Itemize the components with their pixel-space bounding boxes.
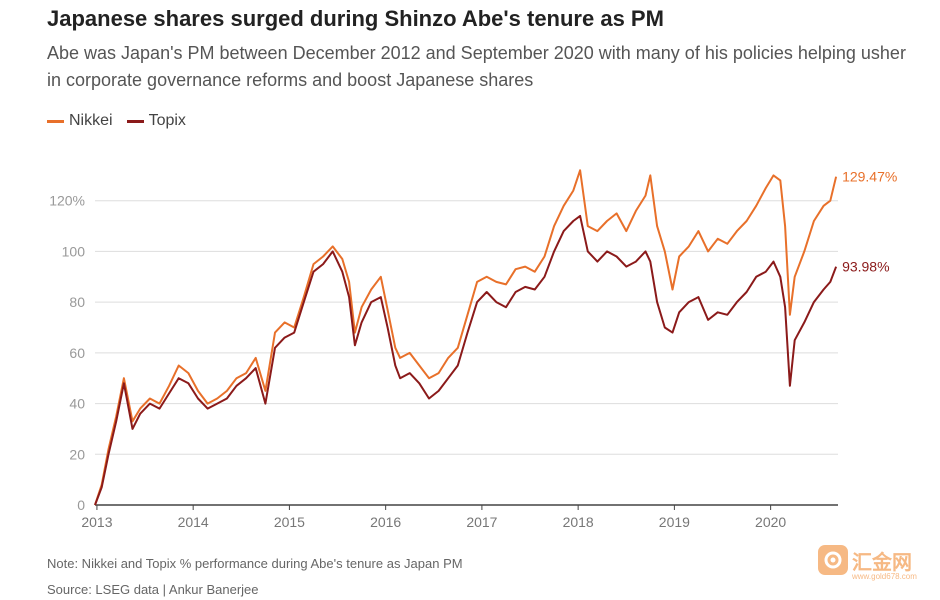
- end-label-topix: 93.98%: [842, 259, 889, 275]
- chart-note: Note: Nikkei and Topix % performance dur…: [47, 556, 463, 571]
- chart-subtitle: Abe was Japan's PM between December 2012…: [47, 43, 906, 90]
- x-tick-label-2017: 2017: [466, 514, 497, 530]
- legend: Nikkei Topix: [47, 112, 186, 130]
- legend-swatch-topix: [126, 119, 144, 123]
- y-tick-label-0: 0: [77, 497, 85, 513]
- watermark-text: 汇金网: [852, 549, 912, 574]
- chart-source: Source: LSEG data | Ankur Banerjee: [47, 582, 259, 597]
- watermark: 汇金网 www.gold678.com: [818, 545, 917, 581]
- chart-title: Japanese shares surged during Shinzo Abe…: [47, 6, 664, 31]
- y-tick-label-40: 40: [69, 396, 85, 412]
- watermark-url: www.gold678.com: [852, 572, 917, 581]
- legend-label-topix: Topix: [148, 112, 186, 129]
- end-label-nikkei: 129.47%: [842, 169, 897, 185]
- y-tick-label-120: 120%: [49, 193, 85, 209]
- legend-item-topix: Topix: [126, 112, 186, 130]
- legend-swatch-nikkei: [47, 119, 64, 123]
- x-tick-label-2020: 2020: [755, 514, 786, 530]
- y-tick-label-20: 20: [69, 446, 85, 462]
- x-tick-label-2016: 2016: [370, 514, 401, 530]
- x-tick-label-2015: 2015: [274, 514, 305, 530]
- y-tick-label-100: 100: [62, 243, 86, 259]
- legend-item-nikkei: Nikkei: [47, 112, 113, 130]
- x-tick-label-2013: 2013: [81, 514, 112, 530]
- x-tick-label-2019: 2019: [659, 514, 690, 530]
- legend-label-nikkei: Nikkei: [69, 112, 113, 129]
- watermark-logo-icon: [818, 545, 848, 575]
- y-tick-label-80: 80: [69, 294, 85, 310]
- x-tick-label-2018: 2018: [563, 514, 594, 530]
- series-line-nikkei: [94, 169, 838, 506]
- y-tick-label-60: 60: [69, 345, 85, 361]
- x-tick-label-2014: 2014: [178, 514, 209, 530]
- series-line-topix: [94, 214, 838, 506]
